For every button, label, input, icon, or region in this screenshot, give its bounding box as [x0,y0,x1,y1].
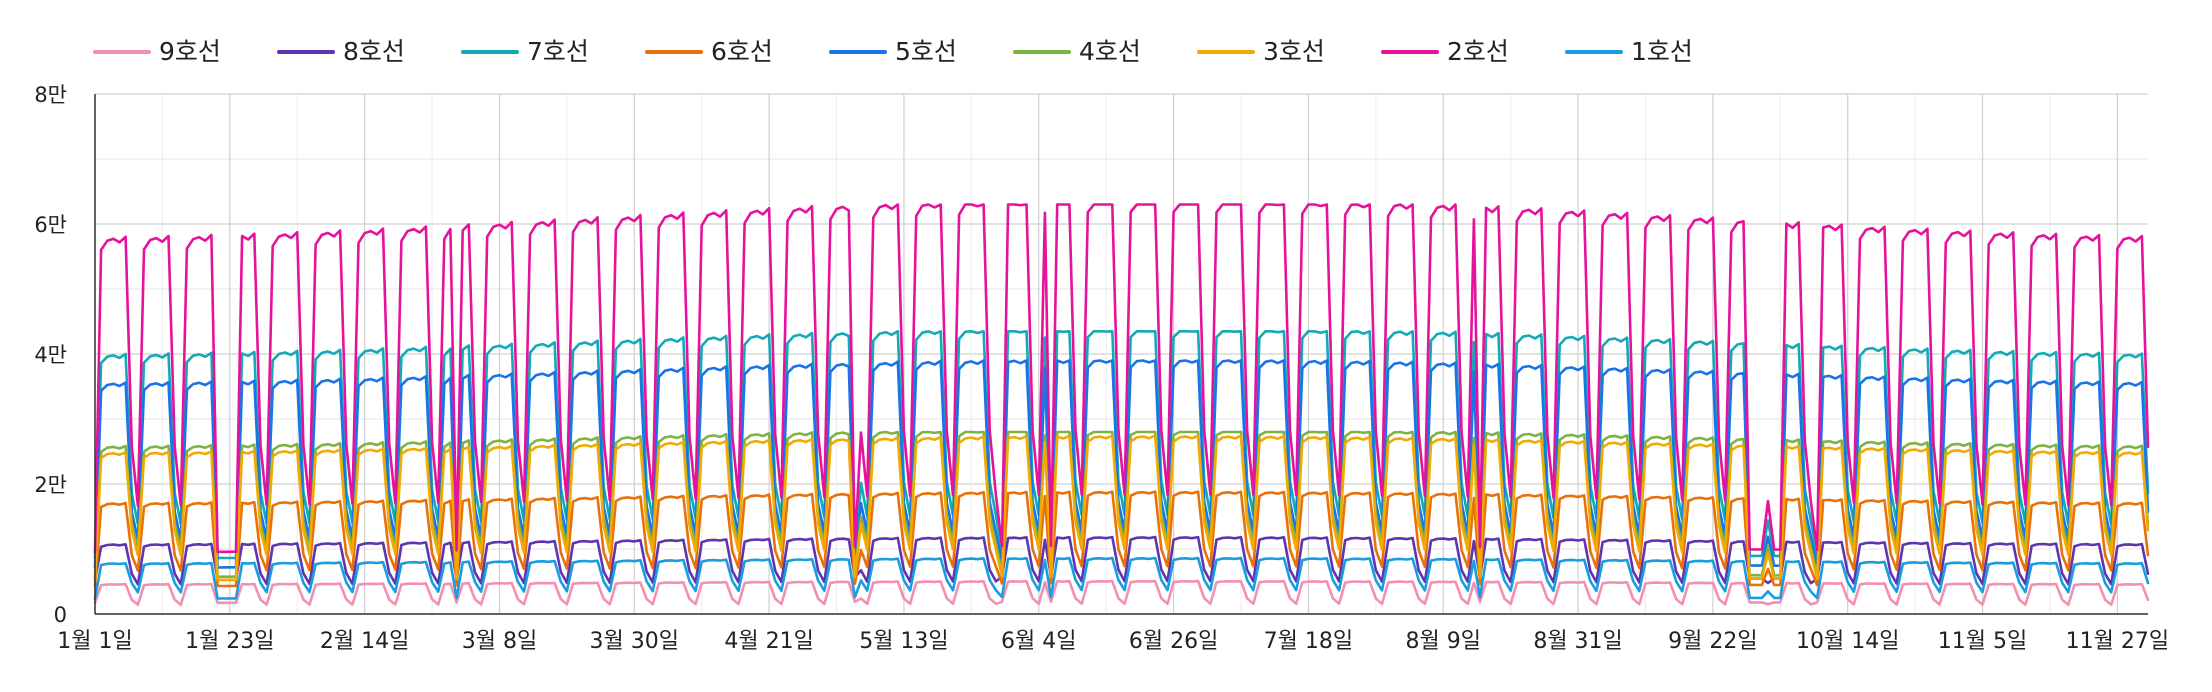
x-tick-label: 7월 18일 [1264,629,1353,654]
legend-item[interactable]: 7호선 [461,37,589,66]
x-tick-label: 9월 22일 [1668,629,1757,654]
x-tick-label: 1월 23일 [185,629,274,654]
legend-label: 8호선 [343,37,405,66]
series-line-1 [93,579,2150,607]
series-lines [93,203,2150,607]
legend-label: 4호선 [1079,37,1141,66]
x-tick-label: 3월 8일 [462,629,537,654]
series-line-8 [93,203,2150,554]
series-line-2 [93,535,2150,586]
axes: 0 2만 4만 6만 8만 1월 1일 1월 23일 2월 14일 3월 8일 3월 30일 4월 … [34,83,2169,654]
legend-label: 1호선 [1631,37,1693,66]
legend[interactable]: 9호선 8호선 7호선 6호선 5호선 4호선 3호선 2호선 1호선 [93,37,1693,66]
y-tick-label: 2만 [34,473,67,497]
legend-item[interactable]: 1호선 [1565,37,1693,66]
y-tick-label: 4만 [34,343,67,367]
y-tick-label: 6만 [34,213,67,237]
x-tick-label: 3월 30일 [590,629,679,654]
series-line-4 [93,490,2150,588]
legend-item[interactable]: 3호선 [1197,37,1325,66]
x-tick-label: 6월 26일 [1129,629,1218,654]
legend-label: 9호선 [159,37,221,66]
legend-label: 3호선 [1263,37,1325,66]
x-tick-label: 5월 13일 [859,629,948,654]
legend-item[interactable]: 5호선 [829,37,957,66]
x-tick-label: 11월 5일 [1938,629,2027,654]
series-line-5 [93,359,2150,570]
x-tick-label: 8월 9일 [1406,629,1481,654]
legend-item[interactable]: 8호선 [277,37,405,66]
legend-item[interactable]: 4호선 [1013,37,1141,66]
x-tick-label: 6월 4일 [1001,629,1076,654]
legend-item[interactable]: 2호선 [1381,37,1509,66]
series-line-3 [93,329,2150,560]
legend-label: 5호선 [895,37,957,66]
x-tick-label: 1월 1일 [57,629,132,654]
y-tick-label: 8만 [34,83,67,107]
x-tick-label: 4월 21일 [724,629,813,654]
x-tick-label: 2월 14일 [320,629,409,654]
legend-label: 2호선 [1447,37,1509,66]
legend-label: 7호선 [527,37,589,66]
y-tick-label: 0 [54,603,67,627]
x-tick-label: 10월 14일 [1796,629,1899,654]
series-line-7 [93,434,2150,582]
legend-item[interactable]: 6호선 [645,37,773,66]
legend-label: 6호선 [711,37,773,66]
legend-item[interactable]: 9호선 [93,37,221,66]
x-tick-label: 11월 27일 [2066,629,2169,654]
series-line-9 [93,556,2150,600]
x-tick-label: 8월 31일 [1533,629,1622,654]
